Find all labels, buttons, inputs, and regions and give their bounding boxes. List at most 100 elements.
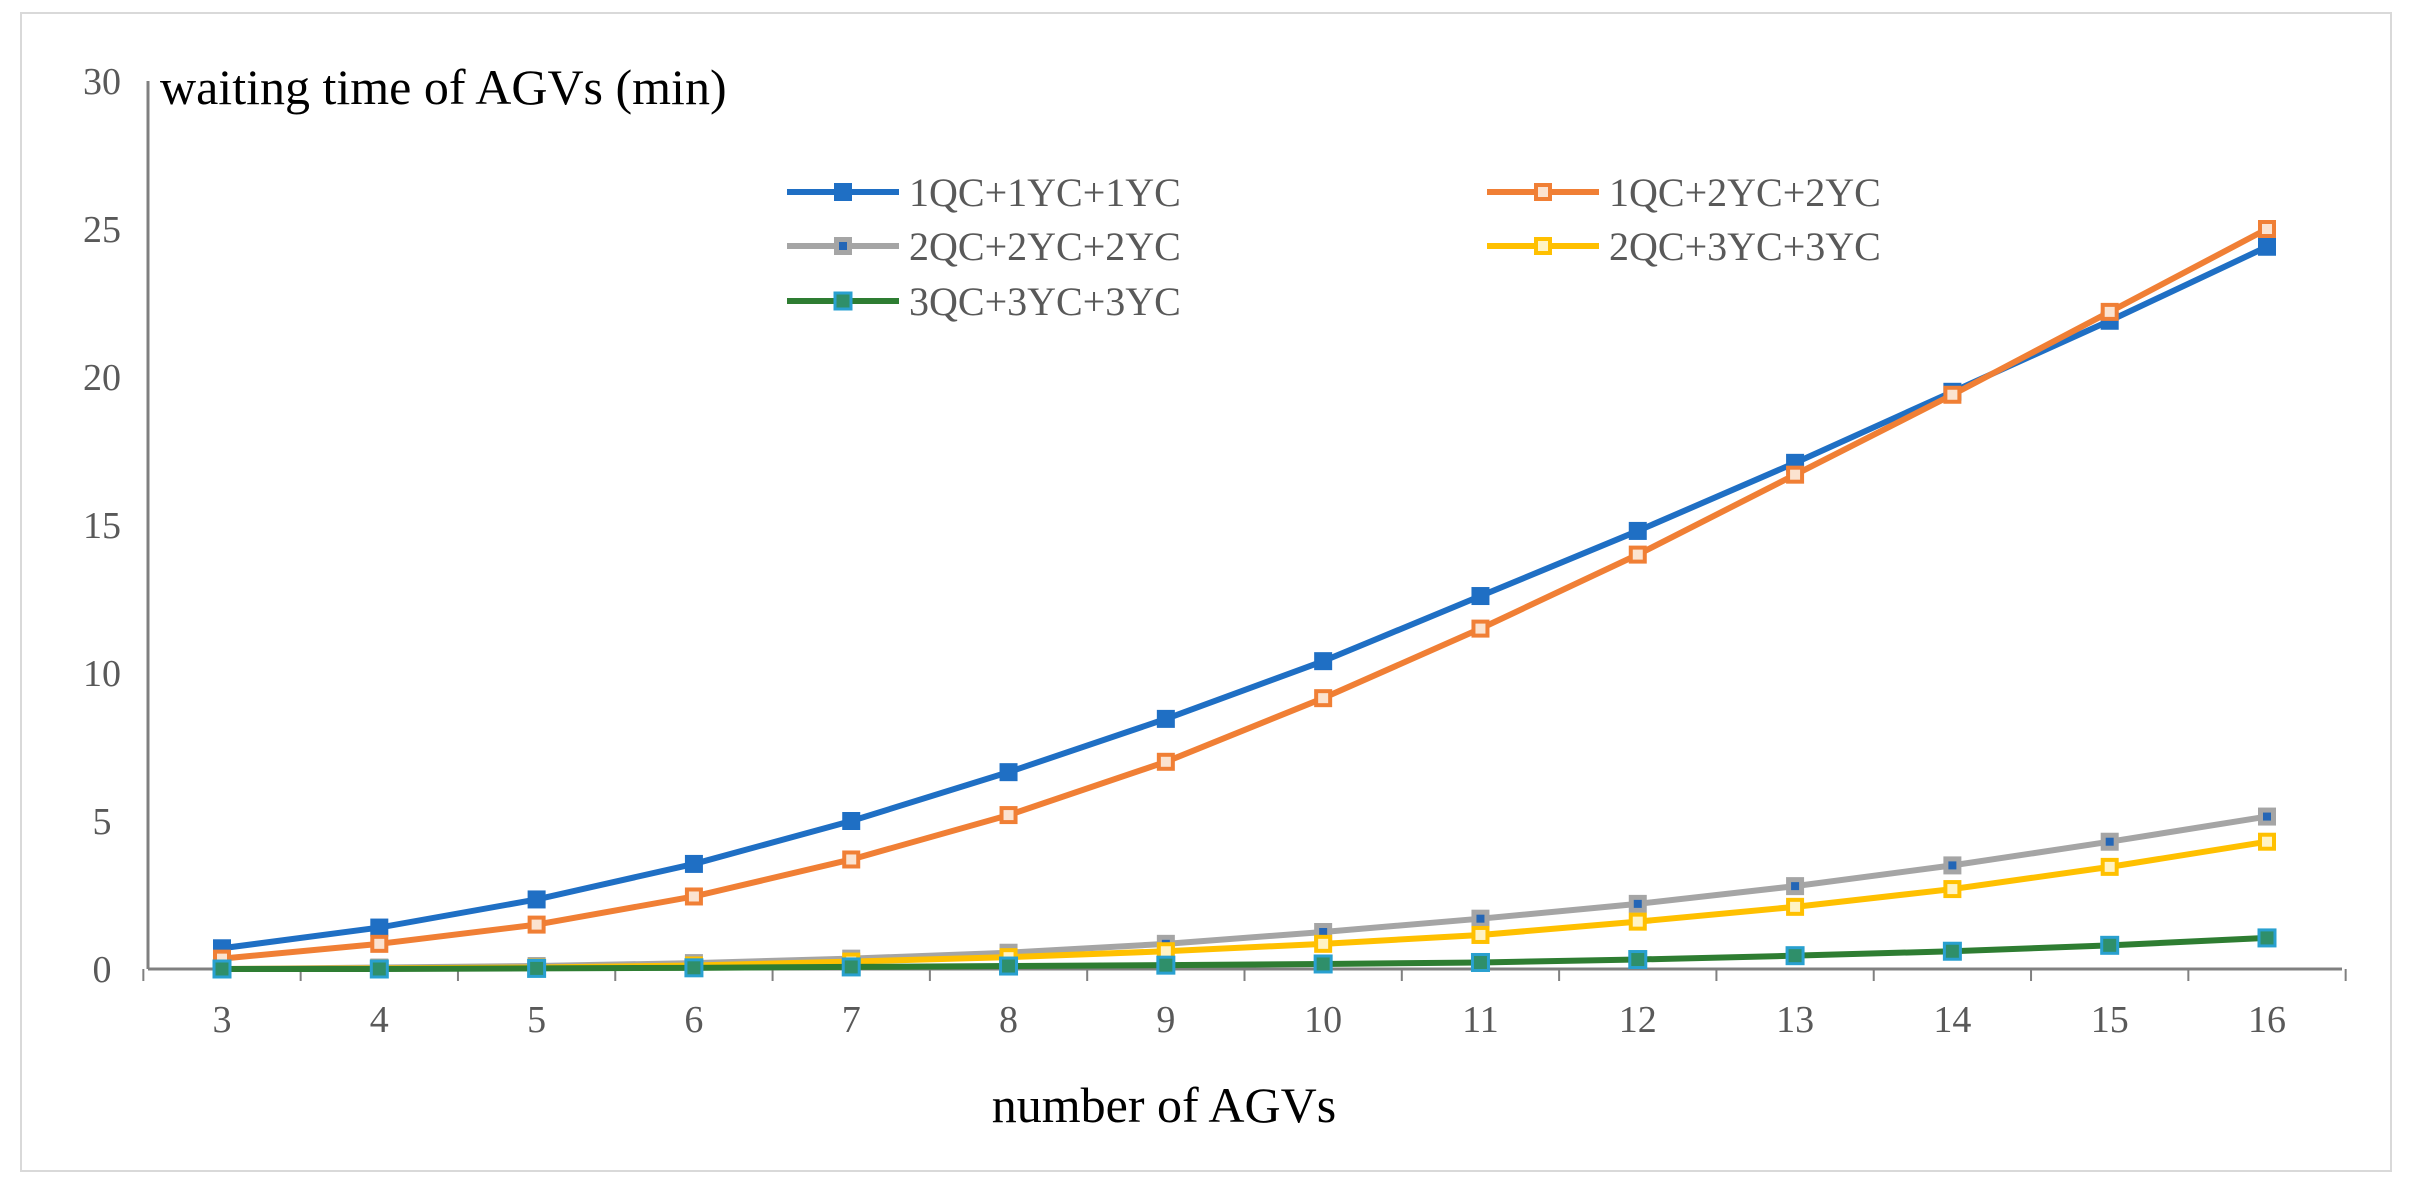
series-5 bbox=[212, 928, 2277, 979]
legend-marker bbox=[1534, 183, 1552, 201]
data-point bbox=[527, 890, 546, 909]
y-tick-label: 30 bbox=[83, 61, 121, 103]
data-point bbox=[1628, 912, 1647, 931]
legend-item: 3QC+3YC+3YC bbox=[787, 279, 1181, 324]
legend-item: 1QC+2YC+2YC bbox=[1487, 170, 1881, 215]
series-line bbox=[219, 243, 2270, 952]
data-point bbox=[1314, 689, 1333, 708]
data-point bbox=[1628, 545, 1647, 564]
x-tick-label: 6 bbox=[684, 999, 703, 1041]
legend-marker bbox=[1534, 237, 1552, 255]
data-point bbox=[999, 806, 1018, 825]
legend-marker bbox=[833, 291, 853, 311]
data-point bbox=[369, 959, 389, 979]
data-point bbox=[842, 812, 861, 830]
data-point bbox=[842, 850, 861, 869]
data-point bbox=[684, 854, 703, 873]
data-point bbox=[2100, 935, 2120, 955]
data-point bbox=[999, 763, 1018, 782]
data-point bbox=[999, 956, 1019, 976]
legend-label: 2QC+3YC+3YC bbox=[1609, 224, 1881, 269]
y-tick-label: 20 bbox=[83, 357, 121, 399]
x-axis-title: number of AGVs bbox=[992, 1077, 1336, 1133]
data-point bbox=[841, 957, 861, 977]
data-point bbox=[1471, 619, 1490, 638]
data-point bbox=[2100, 302, 2119, 321]
data-point bbox=[2258, 237, 2276, 256]
axes: 0 5 10 15 20 25 30 3 4 5 6 7 8 9 10 11 12 13 14 15 16 bbox=[83, 61, 2347, 1041]
x-tick-label: 5 bbox=[527, 999, 546, 1041]
data-point bbox=[1628, 950, 1648, 970]
series-line bbox=[219, 934, 2270, 972]
series-layer bbox=[212, 220, 2277, 979]
data-point bbox=[1943, 880, 1962, 899]
x-tick-label: 4 bbox=[370, 999, 389, 1041]
y-tick-label: 5 bbox=[93, 801, 112, 843]
data-point-center bbox=[2105, 837, 2114, 846]
legend-label: 3QC+3YC+3YC bbox=[909, 279, 1181, 324]
data-point bbox=[527, 958, 547, 978]
waiting-time-line-chart: 0 5 10 15 20 25 30 3 4 5 6 7 8 9 10 11 12 13 14 15 16 1QC+1Y… bbox=[83, 59, 2347, 1133]
y-tick-label: 15 bbox=[83, 505, 121, 547]
x-tick-label: 12 bbox=[1619, 999, 1657, 1041]
data-point-center bbox=[2263, 812, 2271, 821]
data-point bbox=[2258, 220, 2276, 238]
x-tick-label: 14 bbox=[1933, 999, 1971, 1041]
data-point-center bbox=[1633, 899, 1642, 908]
legend-label: 1QC+1YC+1YC bbox=[909, 170, 1181, 215]
series-1 bbox=[213, 237, 2276, 958]
data-point-center bbox=[1476, 914, 1485, 923]
data-point-center bbox=[1948, 861, 1957, 870]
y-tick-label: 10 bbox=[83, 653, 121, 695]
x-tick-label: 3 bbox=[213, 999, 232, 1041]
data-point bbox=[684, 887, 703, 906]
x-tick-label: 7 bbox=[842, 999, 861, 1041]
data-point bbox=[212, 959, 232, 979]
legend-marker bbox=[834, 183, 852, 201]
data-point bbox=[370, 934, 389, 953]
y-tick-label: 0 bbox=[93, 949, 112, 991]
series-2 bbox=[213, 220, 2276, 968]
data-point bbox=[2257, 928, 2277, 948]
y-tick-label: 25 bbox=[83, 209, 121, 251]
data-point bbox=[684, 958, 704, 978]
data-point bbox=[1628, 521, 1647, 540]
legend-item: 2QC+3YC+3YC bbox=[1487, 224, 1881, 269]
legend-item: 1QC+1YC+1YC bbox=[787, 170, 1181, 215]
x-tick-label: 10 bbox=[1304, 999, 1342, 1041]
data-point bbox=[1156, 709, 1175, 728]
data-point bbox=[1786, 897, 1805, 916]
x-tick-label: 8 bbox=[999, 999, 1018, 1041]
legend-label: 1QC+2YC+2YC bbox=[1609, 170, 1881, 215]
data-point bbox=[1313, 954, 1333, 974]
data-point bbox=[1471, 925, 1490, 944]
data-point bbox=[1785, 946, 1805, 966]
legend: 1QC+1YC+1YC 1QC+2YC+2YC 2QC+2YC+2YC 2QC+3YC… bbox=[787, 170, 1881, 324]
series-4 bbox=[213, 832, 2276, 978]
data-point bbox=[1314, 934, 1333, 953]
data-point bbox=[1471, 587, 1490, 606]
data-point bbox=[1156, 752, 1175, 771]
legend-item: 2QC+2YC+2YC bbox=[787, 224, 1181, 269]
x-tick-label: 9 bbox=[1156, 999, 1175, 1041]
data-point bbox=[527, 915, 546, 934]
x-tick-label: 15 bbox=[2091, 999, 2129, 1041]
data-point bbox=[2258, 832, 2276, 851]
data-point bbox=[1470, 952, 1490, 972]
data-point bbox=[1943, 385, 1962, 404]
data-point bbox=[1942, 941, 1962, 961]
data-point-center bbox=[1791, 882, 1800, 891]
legend-marker-center bbox=[839, 242, 847, 250]
data-point bbox=[2100, 857, 2119, 876]
x-tick-label: 13 bbox=[1776, 999, 1814, 1041]
chart-frame: 0 5 10 15 20 25 30 3 4 5 6 7 8 9 10 11 12 13 14 15 16 1QC+1Y… bbox=[20, 12, 2392, 1172]
x-tick-label: 16 bbox=[2248, 999, 2286, 1041]
data-point bbox=[1156, 955, 1176, 975]
data-point bbox=[1314, 652, 1333, 671]
data-point bbox=[1786, 465, 1805, 484]
legend-label: 2QC+2YC+2YC bbox=[909, 224, 1181, 269]
y-axis-title: waiting time of AGVs (min) bbox=[160, 59, 727, 115]
x-tick-label: 11 bbox=[1462, 999, 1499, 1041]
data-point bbox=[370, 918, 389, 937]
data-point-center bbox=[1319, 928, 1328, 936]
